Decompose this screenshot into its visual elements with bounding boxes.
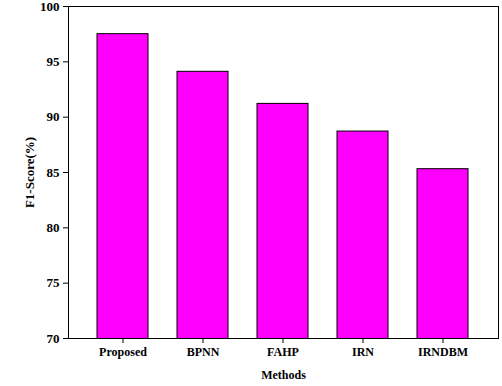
svg-text:FAHP: FAHP xyxy=(267,345,299,359)
svg-text:BPNN: BPNN xyxy=(187,345,220,359)
svg-text:Methods: Methods xyxy=(261,368,306,382)
svg-text:100: 100 xyxy=(40,0,60,14)
svg-text:75: 75 xyxy=(47,275,61,290)
svg-text:70: 70 xyxy=(47,331,60,346)
svg-text:95: 95 xyxy=(47,54,61,69)
svg-text:90: 90 xyxy=(47,109,60,124)
svg-text:85: 85 xyxy=(47,165,61,180)
svg-text:80: 80 xyxy=(47,220,60,235)
svg-text:Proposed: Proposed xyxy=(99,345,147,359)
svg-text:IRN: IRN xyxy=(352,345,374,359)
svg-text:IRNDBM: IRNDBM xyxy=(418,345,468,359)
svg-text:F1-Score(%): F1-Score(%) xyxy=(22,137,37,208)
